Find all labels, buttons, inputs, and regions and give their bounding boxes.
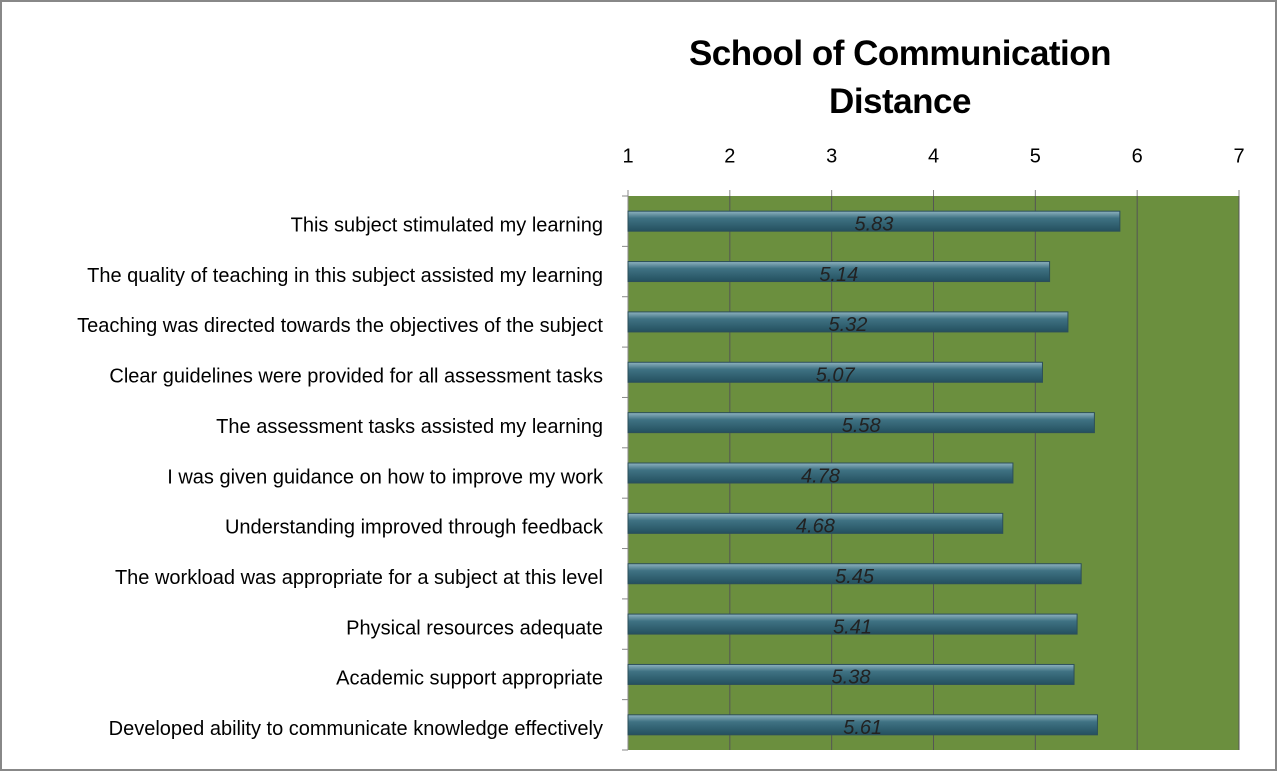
y-tick-label: The assessment tasks assisted my learnin… xyxy=(216,416,603,438)
bar xyxy=(627,663,1075,685)
value-label: 5.38 xyxy=(832,667,871,689)
bar xyxy=(627,412,1095,434)
y-tick-label: The workload was appropriate for a subje… xyxy=(115,567,603,589)
bar xyxy=(627,512,1004,534)
y-tick-label: Teaching was directed towards the object… xyxy=(77,315,603,337)
y-tick-label: Academic support appropriate xyxy=(336,668,603,690)
y-tick-label: This subject stimulated my learning xyxy=(291,214,603,236)
bar xyxy=(627,613,1078,635)
value-label: 4.78 xyxy=(801,465,840,487)
bar xyxy=(627,462,1014,484)
x-tick-label: 2 xyxy=(724,145,735,167)
value-label: 5.58 xyxy=(842,415,881,437)
y-tick-label: Physical resources adequate xyxy=(346,617,603,639)
value-label: 5.61 xyxy=(843,717,882,739)
value-label: 5.14 xyxy=(819,264,858,286)
value-label: 5.07 xyxy=(816,365,856,387)
y-tick-label: I was given guidance on how to improve m… xyxy=(167,466,604,488)
bar xyxy=(627,261,1051,283)
bar xyxy=(627,311,1069,333)
value-label: 5.45 xyxy=(835,566,875,588)
value-label: 4.68 xyxy=(796,516,835,538)
bar xyxy=(627,210,1121,232)
value-label: 5.41 xyxy=(833,616,872,638)
value-label: 5.32 xyxy=(828,314,867,336)
x-tick-label: 5 xyxy=(1030,145,1041,167)
y-tick-label: The quality of teaching in this subject … xyxy=(87,265,603,287)
bar xyxy=(627,563,1082,585)
y-tick-label: Clear guidelines were provided for all a… xyxy=(109,366,603,388)
x-tick-label: 7 xyxy=(1233,145,1244,167)
x-tick-label: 4 xyxy=(928,145,939,167)
x-tick-label: 6 xyxy=(1132,145,1143,167)
value-label: 5.83 xyxy=(854,213,893,235)
bar xyxy=(627,361,1043,383)
y-tick-label: Developed ability to communicate knowled… xyxy=(109,718,603,740)
y-tick-label: Understanding improved through feedback xyxy=(225,517,604,539)
chart-title: School of Communication Distance xyxy=(688,34,1112,121)
bar xyxy=(627,714,1098,736)
x-tick-label: 1 xyxy=(622,145,633,167)
x-tick-label: 3 xyxy=(826,145,837,167)
